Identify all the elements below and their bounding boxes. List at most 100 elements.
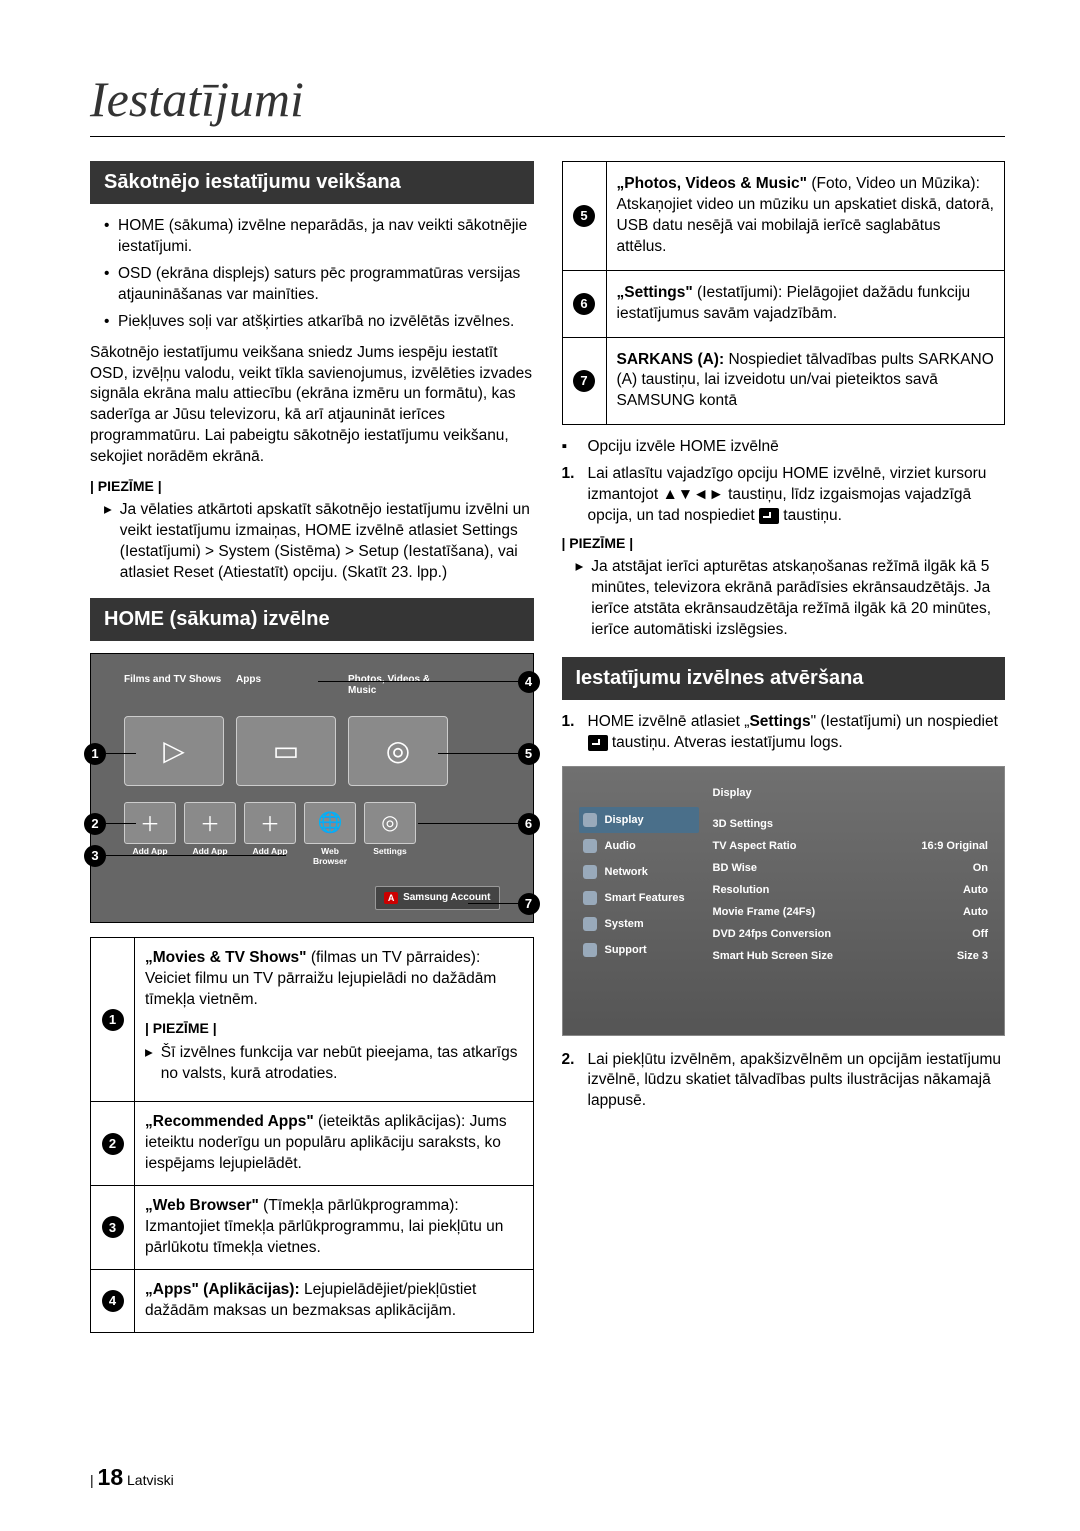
table-row: 2 „Recommended Apps" (ieteiktās aplikāci…: [91, 1102, 534, 1186]
bar-icon: ▪: [562, 437, 578, 458]
callout-num: 2: [102, 1133, 124, 1155]
step-1b: 1. HOME izvēlnē atlasiet „Settings" (Ies…: [562, 712, 1006, 754]
system-icon: [583, 917, 597, 931]
callout-num: 3: [84, 845, 106, 867]
callout-3: 3: [84, 845, 286, 867]
step-2: 2. Lai piekļūtu izvēlnēm, apakšizvēlnēm …: [562, 1050, 1006, 1113]
step-1: 1. Lai atlasītu vajadzīgo opciju HOME iz…: [562, 464, 1006, 527]
page-number: | 18 Latviski: [90, 1464, 174, 1491]
settings-screen: Display Audio Network Smart Features Sys…: [562, 766, 1006, 1036]
legend-text: „Movies & TV Shows" (filmas un TV pārrai…: [145, 949, 496, 1008]
display-icon: [583, 813, 597, 827]
setting-row: 3D Settings: [713, 813, 989, 835]
settings-panel: Display 3D Settings TV Aspect Ratio16:9 …: [713, 785, 989, 1017]
legend-table: 1 „Movies & TV Shows" (filmas un TV pārr…: [90, 937, 534, 1333]
legend-title: „Web Browser": [145, 1197, 259, 1214]
right-column: 5 „Photos, Videos & Music" (Foto, Video …: [562, 161, 1006, 1333]
web-browser-tile: 🌐: [304, 802, 356, 844]
callout-num: 7: [573, 370, 595, 392]
callout-num: 7: [518, 893, 540, 915]
table-row: 7 SARKANS (A): Nospiediet tālvadības pul…: [562, 337, 1005, 425]
r2-label: Web Browser: [304, 846, 356, 866]
note-text: Ja atstājat ierīci apturētas atskaņošana…: [591, 557, 1005, 641]
settings-tile: ◎: [364, 802, 416, 844]
setting-row: Smart Hub Screen SizeSize 3: [713, 945, 989, 967]
rt-title: „Settings": [617, 284, 693, 301]
home-screen-wrap: Films and TV Shows Apps Photos, Videos &…: [90, 653, 534, 923]
step-num: 1.: [562, 464, 578, 527]
legend-title: „Recommended Apps": [145, 1113, 314, 1130]
table-row: 3 „Web Browser" (Tīmekļa pārlūkprogramma…: [91, 1186, 534, 1270]
sub-text: Opciju izvēle HOME izvēlnē: [588, 437, 779, 458]
table-row: 1 „Movies & TV Shows" (filmas un TV pārr…: [91, 937, 534, 1102]
table-row: 6 „Settings" (Iestatījumi): Pielāgojiet …: [562, 270, 1005, 337]
note-text: Ja vēlaties atkārtoti apskatīt sākotnējo…: [120, 500, 534, 584]
callout-4: 4: [318, 671, 540, 693]
table-row: 5 „Photos, Videos & Music" (Foto, Video …: [562, 162, 1005, 271]
settings-menu-item: Smart Features: [579, 885, 699, 911]
section-initial-setup: Sākotnējo iestatījumu veikšana: [90, 161, 534, 204]
callout-2: 2: [84, 813, 136, 835]
setting-row: BD WiseOn: [713, 857, 989, 879]
add-app-tile: ＋: [184, 802, 236, 844]
settings-menu: Display Audio Network Smart Features Sys…: [579, 785, 699, 1017]
note-label: | PIEZĪME |: [562, 535, 1006, 551]
rt-title: „Photos, Videos & Music": [617, 175, 808, 192]
setting-row: TV Aspect Ratio16:9 Original: [713, 835, 989, 857]
note-label: | PIEZĪME |: [90, 478, 534, 494]
red-a-icon: A: [384, 892, 398, 904]
rt-title: SARKANS (A):: [617, 351, 725, 368]
setting-row: ResolutionAuto: [713, 879, 989, 901]
callout-num: 4: [102, 1290, 124, 1312]
settings-menu-item: Network: [579, 859, 699, 885]
panel-title: Display: [713, 787, 989, 799]
apps-tile: ▭: [236, 716, 336, 786]
right-top-table: 5 „Photos, Videos & Music" (Foto, Video …: [562, 161, 1006, 425]
callout-num: 4: [518, 671, 540, 693]
audio-icon: [583, 839, 597, 853]
callout-1: 1: [84, 743, 136, 765]
callout-num: 6: [518, 813, 540, 835]
step-num: 1.: [562, 712, 578, 754]
callout-num: 3: [102, 1216, 124, 1238]
left-column: Sākotnējo iestatījumu veikšana HOME (sāk…: [90, 161, 534, 1333]
settings-menu-item: System: [579, 911, 699, 937]
play-tile: ▷: [124, 716, 224, 786]
table-row: 4 „Apps" (Aplikācijas): Lejupielādējiet/…: [91, 1269, 534, 1332]
add-app-tile: ＋: [244, 802, 296, 844]
section-home-menu: HOME (sākuma) izvēlne: [90, 598, 534, 641]
page-title: Iestatījumi: [90, 70, 1005, 137]
step-text: HOME izvēlnē atlasiet „Settings" (Iestat…: [588, 712, 1006, 754]
r2-label: Settings: [364, 846, 416, 866]
note-label: | PIEZĪME |: [145, 1019, 523, 1038]
arrow-icon: ▸: [576, 557, 584, 641]
callout-num: 6: [573, 293, 595, 315]
enter-icon: [588, 735, 608, 751]
network-icon: [583, 865, 597, 879]
bullet-item: HOME (sākuma) izvēlne neparādās, ja nav …: [104, 216, 534, 258]
section-open-settings: Iestatījumu izvēlnes atvēršana: [562, 657, 1006, 700]
note-item: ▸ Ja vēlaties atkārtoti apskatīt sākotnē…: [90, 500, 534, 584]
initial-setup-bullets: HOME (sākuma) izvēlne neparādās, ja nav …: [90, 216, 534, 333]
bullet-item: OSD (ekrāna displejs) saturs pēc program…: [104, 264, 534, 306]
callout-7: 7: [468, 893, 540, 915]
arrow-icon: ▸: [145, 1043, 153, 1085]
initial-setup-paragraph: Sākotnējo iestatījumu veikšana sniedz Ju…: [90, 343, 534, 469]
callout-num: 1: [84, 743, 106, 765]
setting-row: Movie Frame (24Fs)Auto: [713, 901, 989, 923]
callout-6: 6: [418, 813, 540, 835]
callout-num: 5: [573, 205, 595, 227]
settings-menu-item: Audio: [579, 833, 699, 859]
smart-icon: [583, 891, 597, 905]
media-tile: ◎: [348, 716, 448, 786]
settings-menu-item: Support: [579, 937, 699, 963]
step-num: 2.: [562, 1050, 578, 1113]
legend-title: „Apps" (Aplikācijas):: [145, 1281, 300, 1298]
note-text: Šī izvēlnes funkcija var nebūt pieejama,…: [161, 1043, 523, 1085]
note-item: ▸ Ja atstājat ierīci apturētas atskaņoša…: [562, 557, 1006, 641]
step-text: Lai atlasītu vajadzīgo opciju HOME izvēl…: [588, 464, 1006, 527]
settings-menu-item: Display: [579, 807, 699, 833]
home-label: Films and TV Shows: [124, 674, 224, 696]
setting-row: DVD 24fps ConversionOff: [713, 923, 989, 945]
callout-num: 2: [84, 813, 106, 835]
